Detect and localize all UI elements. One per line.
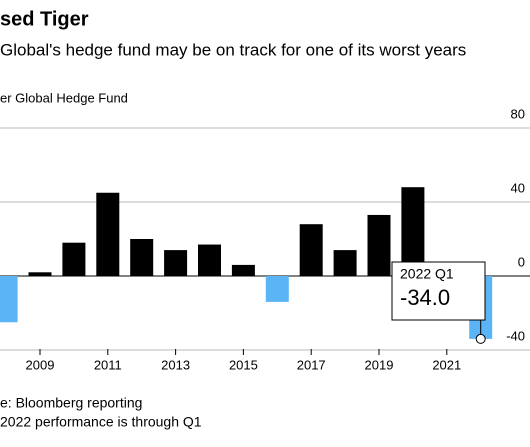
bar bbox=[0, 276, 18, 323]
bar bbox=[28, 272, 52, 276]
bar bbox=[299, 224, 323, 276]
y-tick-label: 0 bbox=[518, 254, 525, 269]
chart-title: sed Tiger bbox=[0, 8, 89, 30]
annotation-label: 2022 Q1 bbox=[400, 266, 454, 282]
y-tick-label: 80 bbox=[511, 106, 525, 121]
bar bbox=[265, 276, 289, 302]
bar bbox=[401, 187, 425, 276]
y-tick-label: -40 bbox=[506, 328, 525, 343]
x-tick-label: 2019 bbox=[365, 357, 394, 372]
x-tick-label: 2013 bbox=[161, 357, 190, 372]
source: e: Bloomberg reporting bbox=[0, 395, 142, 411]
x-tick-label: 2017 bbox=[297, 357, 326, 372]
bar bbox=[130, 239, 154, 276]
x-tick-label: 2009 bbox=[26, 357, 55, 372]
bar bbox=[333, 250, 357, 276]
annotation-box bbox=[391, 261, 486, 321]
note: 2022 performance is through Q1 bbox=[0, 414, 202, 430]
annotation-dot bbox=[475, 333, 486, 344]
bar bbox=[164, 250, 188, 276]
bar bbox=[96, 192, 120, 276]
chart-subtitle: Global's hedge fund may be on track for … bbox=[0, 40, 466, 59]
x-tick-label: 2021 bbox=[432, 357, 461, 372]
y-tick-label: 40 bbox=[511, 180, 525, 195]
value-label: -34.0 bbox=[400, 285, 450, 310]
bar bbox=[62, 242, 86, 276]
x-tick-label: 2011 bbox=[94, 357, 122, 372]
bar bbox=[231, 264, 255, 276]
bar bbox=[198, 244, 221, 276]
legend-label: er Global Hedge Fund bbox=[0, 90, 128, 105]
bar bbox=[367, 214, 391, 276]
x-tick-label: 2015 bbox=[229, 357, 258, 372]
